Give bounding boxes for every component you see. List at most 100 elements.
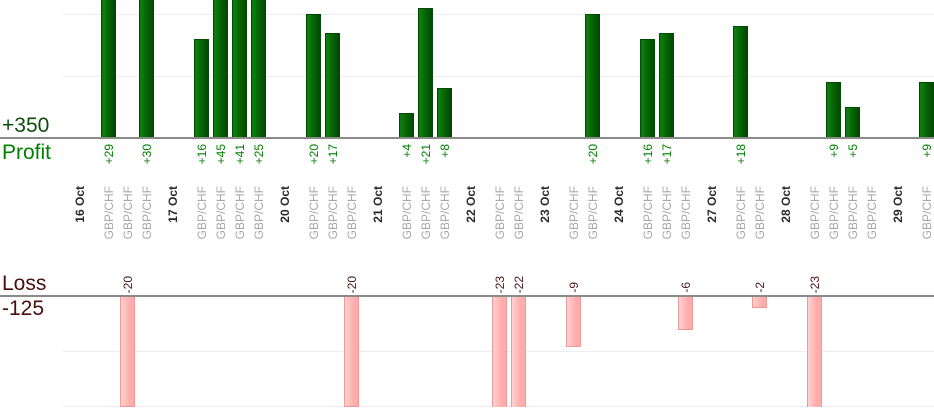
loss-bar	[678, 297, 693, 330]
loss-axis-line	[0, 295, 934, 297]
symbol-label: GBP/CHF	[919, 186, 934, 240]
symbol-label: GBP/CHF	[659, 186, 674, 240]
profit-bar	[399, 113, 414, 138]
profit-value-label: +45	[213, 144, 228, 165]
profit-bar	[101, 0, 116, 138]
loss-value-label: -20	[344, 275, 359, 293]
symbol-label: GBP/CHF	[807, 186, 822, 240]
profit-bar	[418, 8, 433, 138]
profit-bar	[585, 14, 600, 138]
loss-value-label: -2	[752, 282, 767, 293]
profit-value-label: +20	[585, 144, 600, 165]
profit-value-label: +16	[194, 144, 209, 165]
symbol-label: GBP/CHF	[511, 186, 526, 240]
profit-axis-line	[0, 137, 934, 139]
date-label: 28 Oct	[779, 186, 793, 223]
profit-value-label: +29	[101, 144, 116, 165]
symbol-label: GBP/CHF	[232, 186, 247, 240]
profit-chart-area	[0, 0, 934, 138]
symbol-label: GBP/CHF	[566, 186, 581, 240]
symbol-label: GBP/CHF	[344, 186, 359, 240]
profit-bar	[826, 82, 841, 138]
profit-bar	[437, 88, 452, 138]
profit-bar	[919, 82, 934, 138]
loss-bar	[807, 297, 822, 407]
symbol-label: GBP/CHF	[194, 186, 209, 240]
gridline	[63, 76, 934, 77]
profit-value-label: +17	[325, 144, 340, 165]
loss-total-value: -125	[2, 297, 45, 320]
symbol-label: GBP/CHF	[120, 186, 135, 240]
symbol-label: GBP/CHF	[101, 186, 116, 240]
date-label: 16 Oct	[73, 186, 87, 223]
symbol-label: GBP/CHF	[864, 186, 879, 240]
date-label: 20 Oct	[278, 186, 292, 223]
loss-bar	[752, 297, 767, 308]
symbol-label: GBP/CHF	[826, 186, 841, 240]
symbol-label: GBP/CHF	[752, 186, 767, 240]
profit-bar	[659, 33, 674, 138]
profit-value-label: +25	[251, 144, 266, 165]
loss-value-label: -23	[492, 275, 507, 293]
date-label: 22 Oct	[464, 186, 478, 223]
symbol-label: GBP/CHF	[213, 186, 228, 240]
symbol-label: GBP/CHF	[640, 186, 655, 240]
profit-value-label: +20	[306, 144, 321, 165]
profit-value-label: +4	[399, 144, 414, 158]
profit-value-label: +17	[659, 144, 674, 165]
gridline	[63, 14, 934, 15]
loss-bar	[511, 297, 526, 407]
profit-bar	[845, 107, 860, 138]
profit-bar	[251, 0, 266, 138]
loss-bar	[566, 297, 581, 347]
profit-axis-label: Profit	[2, 141, 52, 164]
date-label: 27 Oct	[705, 186, 719, 223]
symbol-label: GBP/CHF	[399, 186, 414, 240]
loss-value-label: -9	[566, 282, 581, 293]
profit-value-label: +21	[418, 144, 433, 165]
symbol-label: GBP/CHF	[325, 186, 340, 240]
symbol-label: GBP/CHF	[492, 186, 507, 240]
profit-bar	[194, 39, 209, 138]
profit-value-label: +5	[845, 144, 860, 158]
symbol-label: GBP/CHF	[845, 186, 860, 240]
loss-value-label: -20	[120, 275, 135, 293]
profit-bar	[306, 14, 321, 138]
symbol-label: GBP/CHF	[306, 186, 321, 240]
symbol-label: GBP/CHF	[733, 186, 748, 240]
symbol-label: GBP/CHF	[437, 186, 452, 240]
loss-chart-area	[0, 297, 934, 407]
symbol-label: GBP/CHF	[585, 186, 600, 240]
profit-bar	[325, 33, 340, 138]
loss-value-label: -6	[678, 282, 693, 293]
profit-bar	[640, 39, 655, 138]
loss-axis-label: Loss	[2, 272, 47, 295]
symbol-label: GBP/CHF	[418, 186, 433, 240]
loss-bar	[344, 297, 359, 407]
profit-total-value: +350	[2, 114, 50, 137]
loss-value-label: -22	[511, 275, 526, 293]
loss-value-label: -23	[807, 275, 822, 293]
date-label: 24 Oct	[612, 186, 626, 223]
profit-bar	[213, 0, 228, 138]
profit-value-label: +18	[733, 144, 748, 165]
date-label: 21 Oct	[371, 186, 385, 223]
symbol-label: GBP/CHF	[139, 186, 154, 240]
loss-bar	[120, 297, 135, 407]
profit-value-label: +9	[826, 144, 841, 158]
symbol-label: GBP/CHF	[251, 186, 266, 240]
profit-value-label: +41	[232, 144, 247, 165]
profit-value-labels: +29 +30 +16 +45 +41 +25 +20 +17 +4 +21 +8 +20 +16 +17…	[0, 144, 934, 186]
date-label: 23 Oct	[538, 186, 552, 223]
loss-value-labels: -20 -20 -23 -22 -9 -6 -2 -23	[0, 233, 934, 293]
profit-bar	[733, 26, 748, 138]
profit-value-label: +16	[640, 144, 655, 165]
profit-value-label: +9	[919, 144, 934, 158]
symbol-label: GBP/CHF	[678, 186, 693, 240]
profit-value-label: +30	[139, 144, 154, 165]
loss-bar	[492, 297, 507, 407]
profit-bar	[139, 0, 154, 138]
profit-value-label: +8	[437, 144, 452, 158]
date-label: 17 Oct	[166, 186, 180, 223]
